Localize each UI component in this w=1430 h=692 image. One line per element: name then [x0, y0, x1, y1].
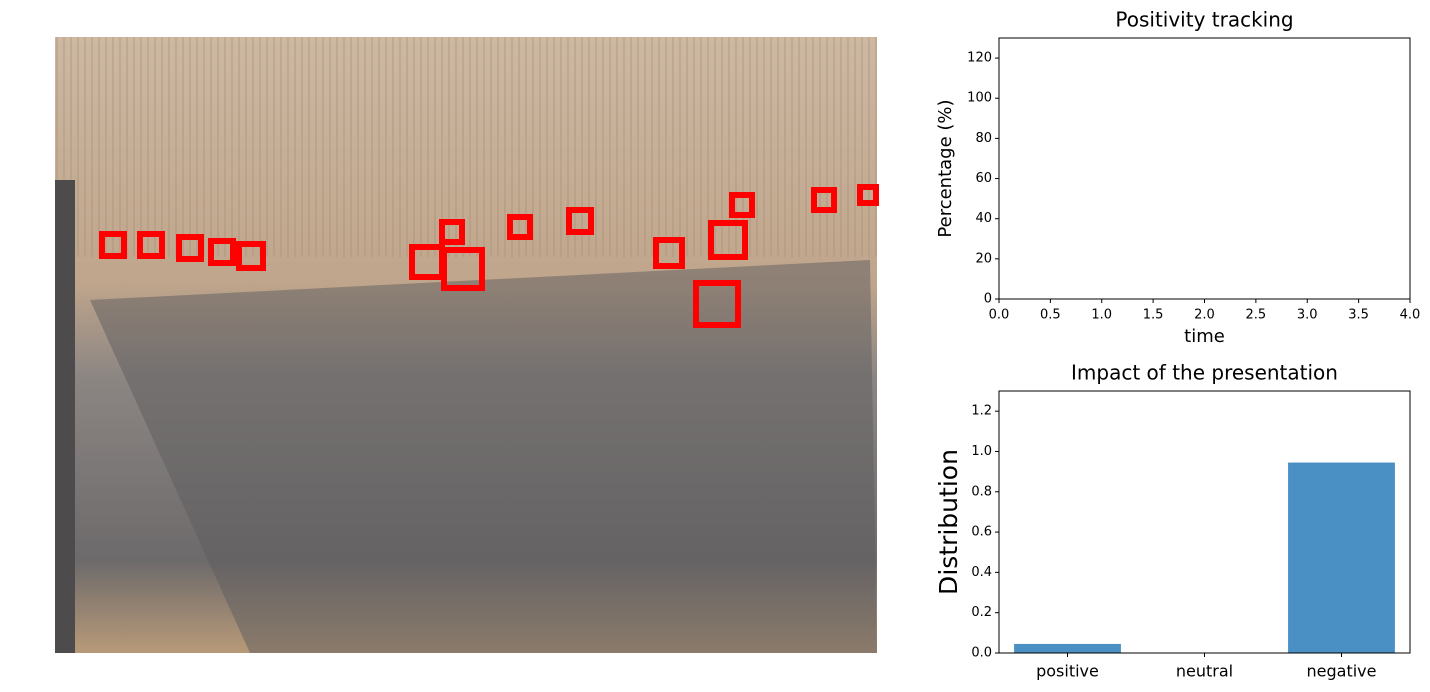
face-box: [811, 187, 837, 213]
chart-title: Impact of the presentation: [1071, 361, 1338, 385]
audience: [90, 260, 877, 653]
y-tick-label: 0.4: [971, 565, 992, 580]
face-box: [99, 231, 127, 259]
y-tick-label: 0.6: [971, 525, 992, 540]
photo: [55, 37, 879, 653]
wall-slats: [55, 37, 877, 257]
y-tick-label: 0.2: [971, 605, 992, 620]
y-tick-label: 0.0: [971, 646, 992, 661]
y-tick-label: 1.2: [971, 404, 992, 419]
bar: [1288, 462, 1395, 653]
face-box: [137, 231, 165, 259]
x-tick-label: 2.0: [1194, 308, 1215, 323]
x-tick-label: 4.0: [1400, 308, 1421, 323]
y-tick-label: 0: [984, 292, 992, 307]
x-tick-label: negative: [1307, 662, 1377, 681]
face-box: [208, 238, 236, 266]
axes-frame: [998, 390, 1411, 654]
y-tick-label: 20: [975, 251, 992, 266]
x-tick-label: 1.0: [1091, 308, 1112, 323]
axes-frame: [998, 37, 1411, 300]
x-tick-label: 1.5: [1143, 308, 1164, 323]
bar: [1014, 643, 1121, 653]
y-tick-label: 40: [975, 211, 992, 226]
y-tick-label: 100: [967, 91, 992, 106]
plot-area: [999, 38, 1410, 299]
face-box: [653, 237, 685, 269]
y-axis-label: Distribution: [934, 449, 963, 595]
y-tick-label: 120: [967, 51, 992, 66]
face-box: [441, 247, 485, 291]
x-tick-label: 0.0: [989, 308, 1010, 323]
face-box: [236, 241, 266, 271]
x-tick-label: 2.5: [1246, 308, 1267, 323]
face-box: [708, 220, 748, 260]
y-tick-label: 1.0: [971, 444, 992, 459]
x-tick-label: positive: [1036, 662, 1099, 681]
x-axis-label: time: [1184, 326, 1225, 347]
x-tick-label: neutral: [1176, 662, 1233, 681]
face-box: [729, 192, 755, 218]
face-box: [176, 234, 204, 262]
x-tick-label: 0.5: [1040, 308, 1061, 323]
y-tick-label: 80: [975, 131, 992, 146]
y-tick-label: 60: [975, 171, 992, 186]
face-box: [566, 207, 594, 235]
face-box: [507, 214, 533, 240]
face-box: [857, 184, 879, 206]
face-box: [693, 280, 741, 328]
x-tick-label: 3.5: [1348, 308, 1369, 323]
face-box: [439, 219, 465, 245]
chart-title: Positivity tracking: [1115, 8, 1293, 32]
y-tick-label: 0.8: [971, 484, 992, 499]
y-axis-label: Percentage (%): [935, 99, 956, 237]
x-tick-label: 3.0: [1297, 308, 1318, 323]
photo-pillar: [55, 180, 75, 653]
